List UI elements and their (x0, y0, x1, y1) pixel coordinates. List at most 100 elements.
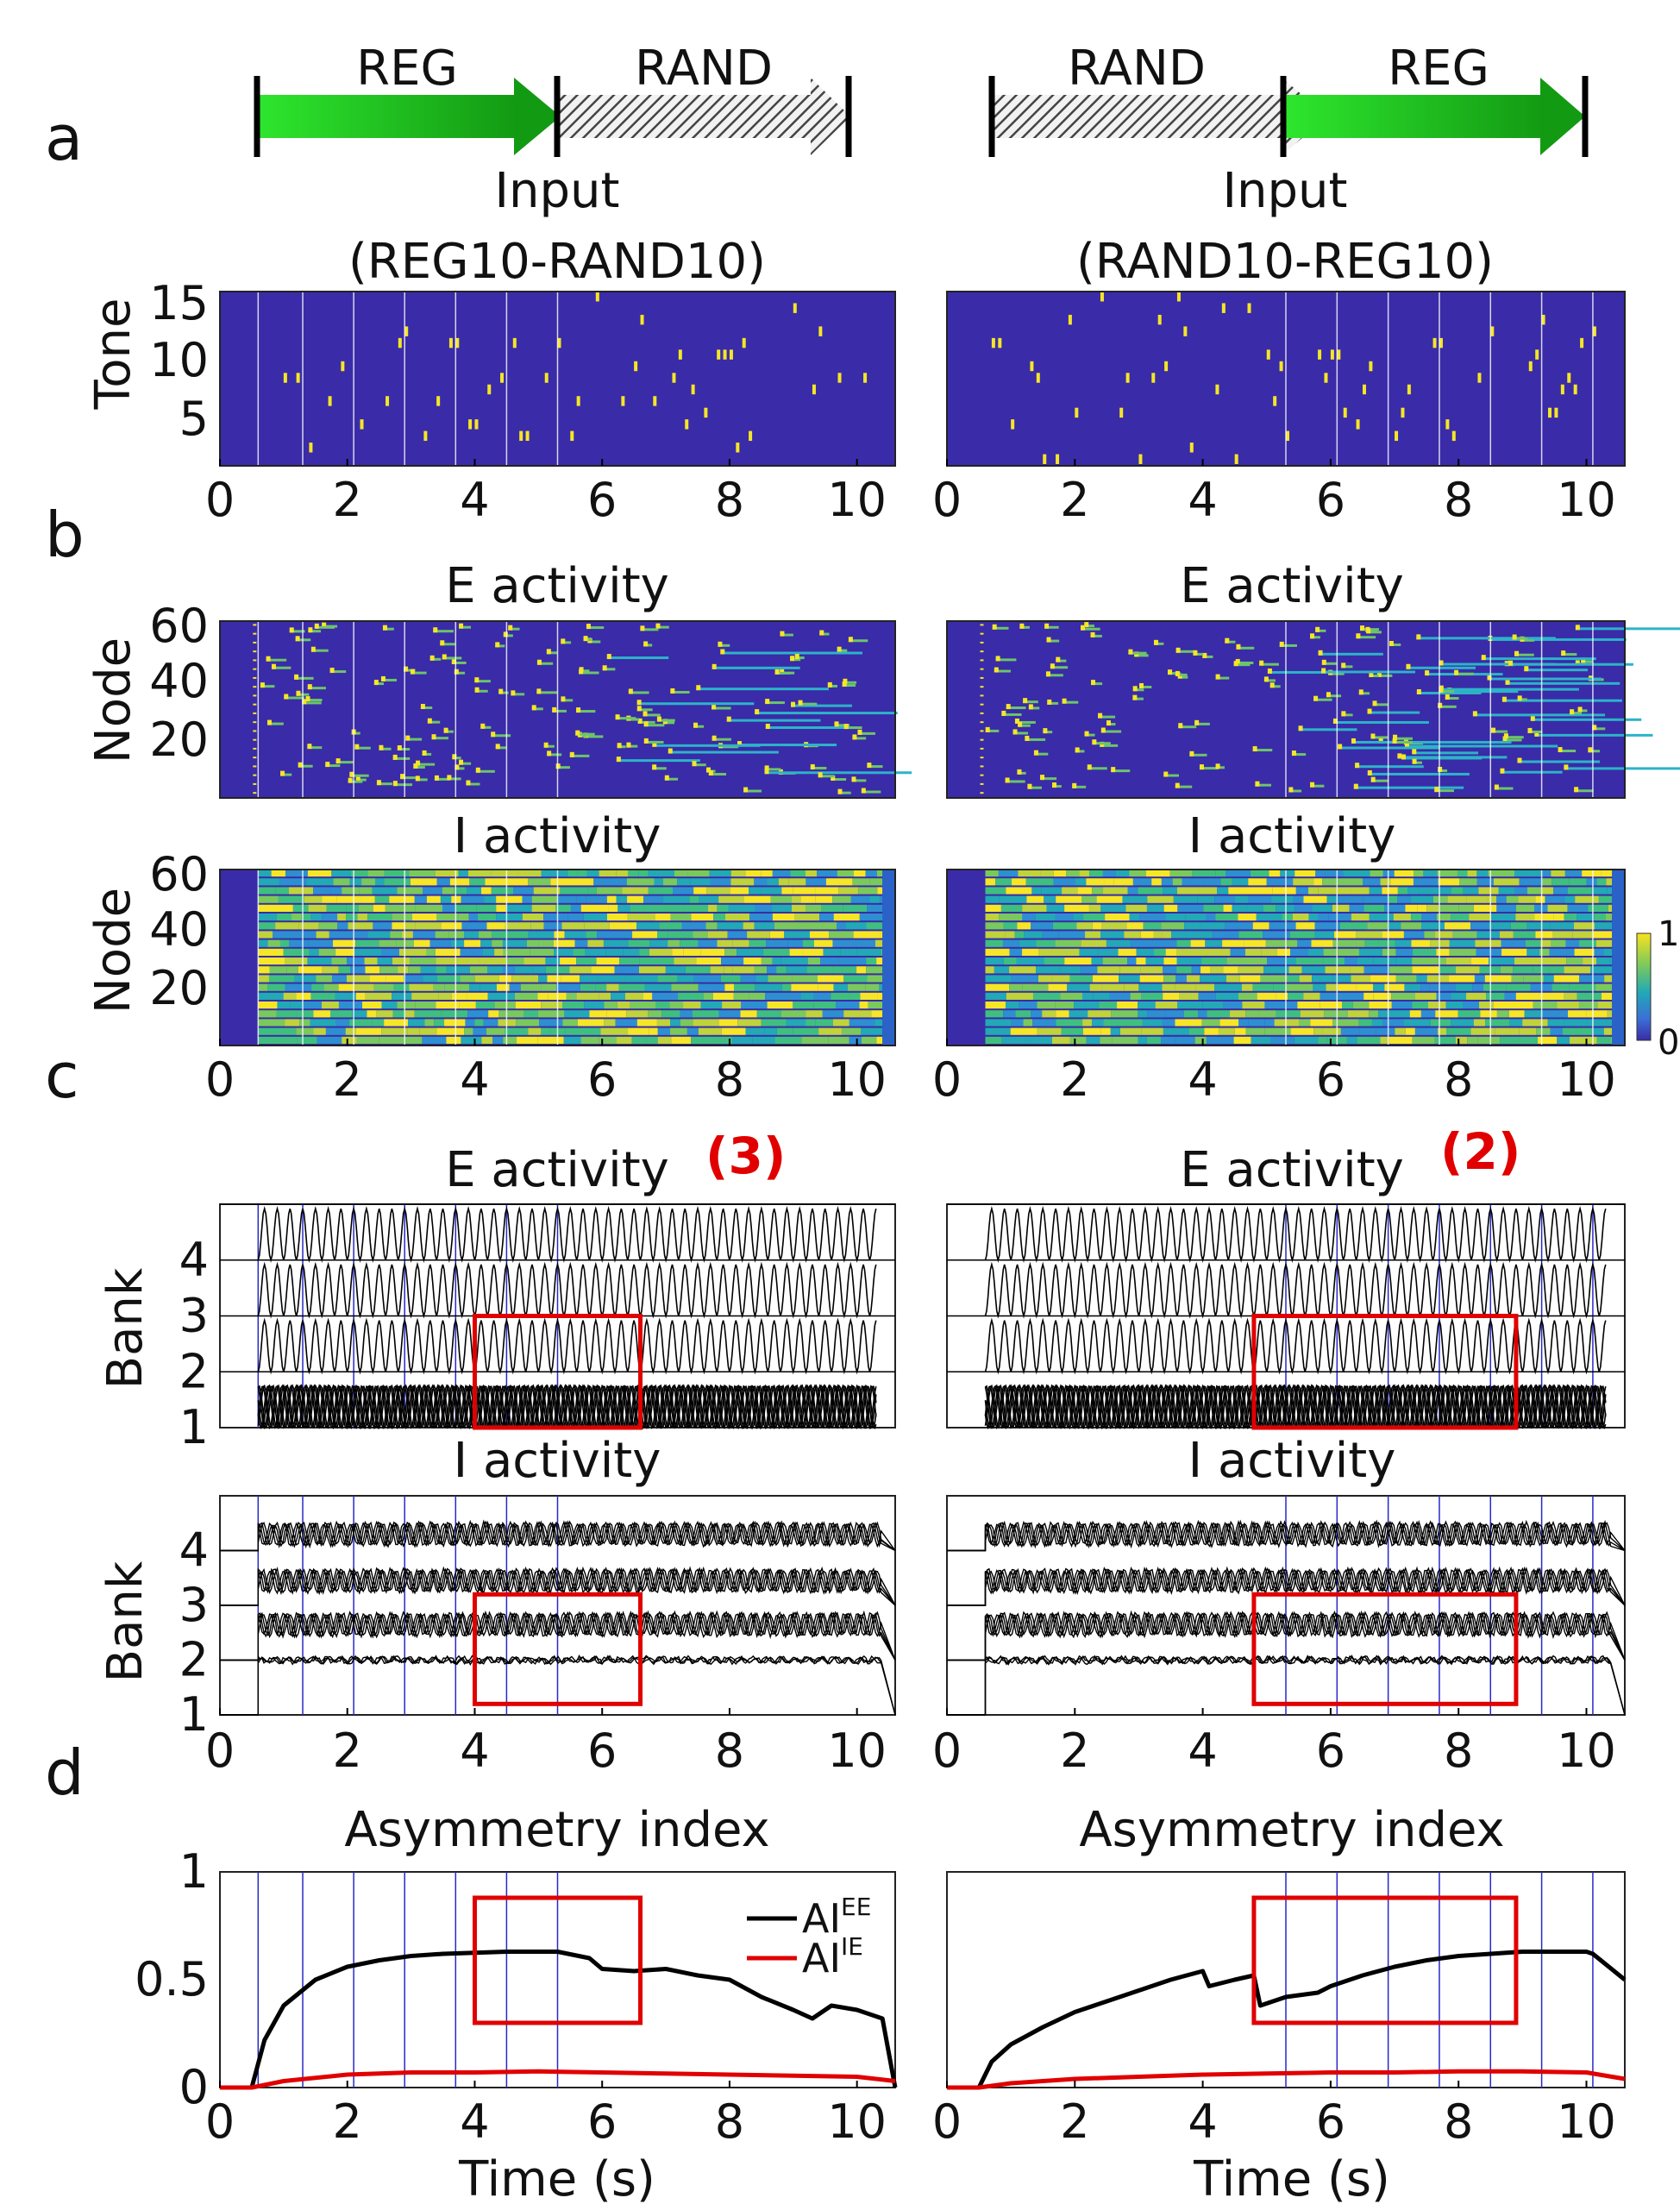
activity-cell (385, 904, 405, 912)
activity-trace (995, 658, 1017, 662)
activity-cell (1251, 1036, 1271, 1044)
activity-cell (564, 1010, 590, 1018)
tone-mark (736, 443, 740, 453)
activity-cell (389, 895, 415, 903)
activity-cell (1203, 904, 1224, 912)
activity-cell (876, 870, 883, 877)
activity-cell (1215, 914, 1238, 921)
xtick-label: 2 (1060, 473, 1089, 527)
activity-peak (791, 701, 796, 707)
activity-cell (1205, 939, 1223, 947)
activity-cell (1153, 931, 1163, 939)
activity-cell (630, 904, 645, 912)
activity-peak (1111, 767, 1116, 773)
activity-cell (1222, 939, 1244, 947)
activity-cell (1012, 878, 1026, 886)
activity-trace (1514, 653, 1534, 656)
activity-peak (298, 762, 303, 768)
activity-cell (1449, 948, 1476, 956)
activity-cell (1264, 1019, 1275, 1027)
activity-cell (774, 1036, 802, 1044)
activity-cell (476, 904, 497, 912)
activity-cell (1463, 887, 1479, 895)
activity-peak (867, 763, 872, 769)
activity-cell (880, 895, 883, 903)
activity-cell (1479, 1002, 1494, 1009)
activity-cell (435, 870, 459, 877)
activity-cell (561, 975, 580, 983)
bank-trace (220, 1566, 896, 1606)
activity-cell (662, 895, 690, 903)
activity-peak (737, 741, 742, 747)
activity-cell (617, 1002, 630, 1009)
activity-cell (335, 948, 355, 956)
activity-peak (1018, 721, 1023, 727)
activity-cell (372, 1019, 385, 1027)
activity-peak (480, 723, 486, 729)
activity-cell (1586, 1010, 1608, 1018)
activity-peak (546, 649, 551, 655)
activity-cell (1567, 1010, 1587, 1018)
activity-trace (643, 724, 665, 727)
activity-cell (1412, 958, 1438, 965)
activity-cell (700, 948, 725, 956)
activity-cell (860, 1027, 874, 1035)
activity-trace (1194, 722, 1210, 725)
activity-cell (580, 983, 596, 991)
activity-cell (469, 878, 486, 886)
activity-cell (811, 922, 837, 930)
activity-trace (1412, 761, 1423, 764)
activity-cell (269, 966, 287, 974)
activity-trace (1087, 767, 1107, 770)
activity-cell (1564, 992, 1577, 1000)
activity-trace (1341, 665, 1353, 669)
activity-peak (1574, 787, 1579, 793)
activity-cell (290, 1002, 304, 1009)
activity-cell (1413, 878, 1439, 886)
tone-mark (1567, 373, 1571, 383)
onset-mark (980, 747, 984, 750)
activity-cell (1276, 904, 1295, 912)
activity-cell (509, 983, 521, 991)
activity-cell (365, 992, 392, 1000)
activity-trace (1520, 638, 1535, 642)
activity-cell (555, 904, 571, 912)
activity-trace (1321, 670, 1416, 674)
activity-cell (1182, 878, 1205, 886)
xtick-label: 0 (932, 1052, 962, 1107)
activity-trace (1050, 666, 1069, 669)
xtick-label: 6 (1316, 2094, 1345, 2149)
activity-peak (696, 685, 701, 691)
activity-cell (407, 1027, 420, 1035)
activity-cell (1551, 983, 1570, 991)
activity-peak (380, 675, 386, 681)
activity-peak (1189, 750, 1194, 757)
activity-cell (1294, 1036, 1319, 1044)
activity-trace (1370, 736, 1389, 739)
activity-cell (1569, 878, 1587, 886)
activity-trace (552, 709, 567, 713)
activity-cell (1338, 878, 1363, 886)
activity-cell (985, 1036, 1002, 1044)
activity-cell (1337, 887, 1351, 895)
activity-cell (1284, 958, 1296, 965)
activity-cell (837, 922, 846, 930)
activity-cell (359, 887, 373, 895)
activity-trace (664, 777, 679, 781)
activity-cell (722, 1002, 742, 1009)
activity-cell (408, 966, 421, 974)
activity-trace (284, 696, 304, 700)
activity-cell (1217, 887, 1229, 895)
activity-cell (325, 1027, 346, 1035)
activity-trace (643, 740, 664, 744)
activity-cell (599, 992, 611, 1000)
activity-cell (354, 983, 374, 991)
activity-cell (310, 992, 335, 1000)
activity-cell (1513, 966, 1533, 974)
activity-cell (1177, 887, 1200, 895)
activity-cell (1136, 958, 1146, 965)
activity-cell (538, 975, 548, 983)
activity-cell (1395, 948, 1413, 956)
activity-trace (1163, 774, 1179, 777)
xticks-b: 0 2 4 6 8 10 0 2 4 6 8 10 (205, 1039, 1616, 1107)
